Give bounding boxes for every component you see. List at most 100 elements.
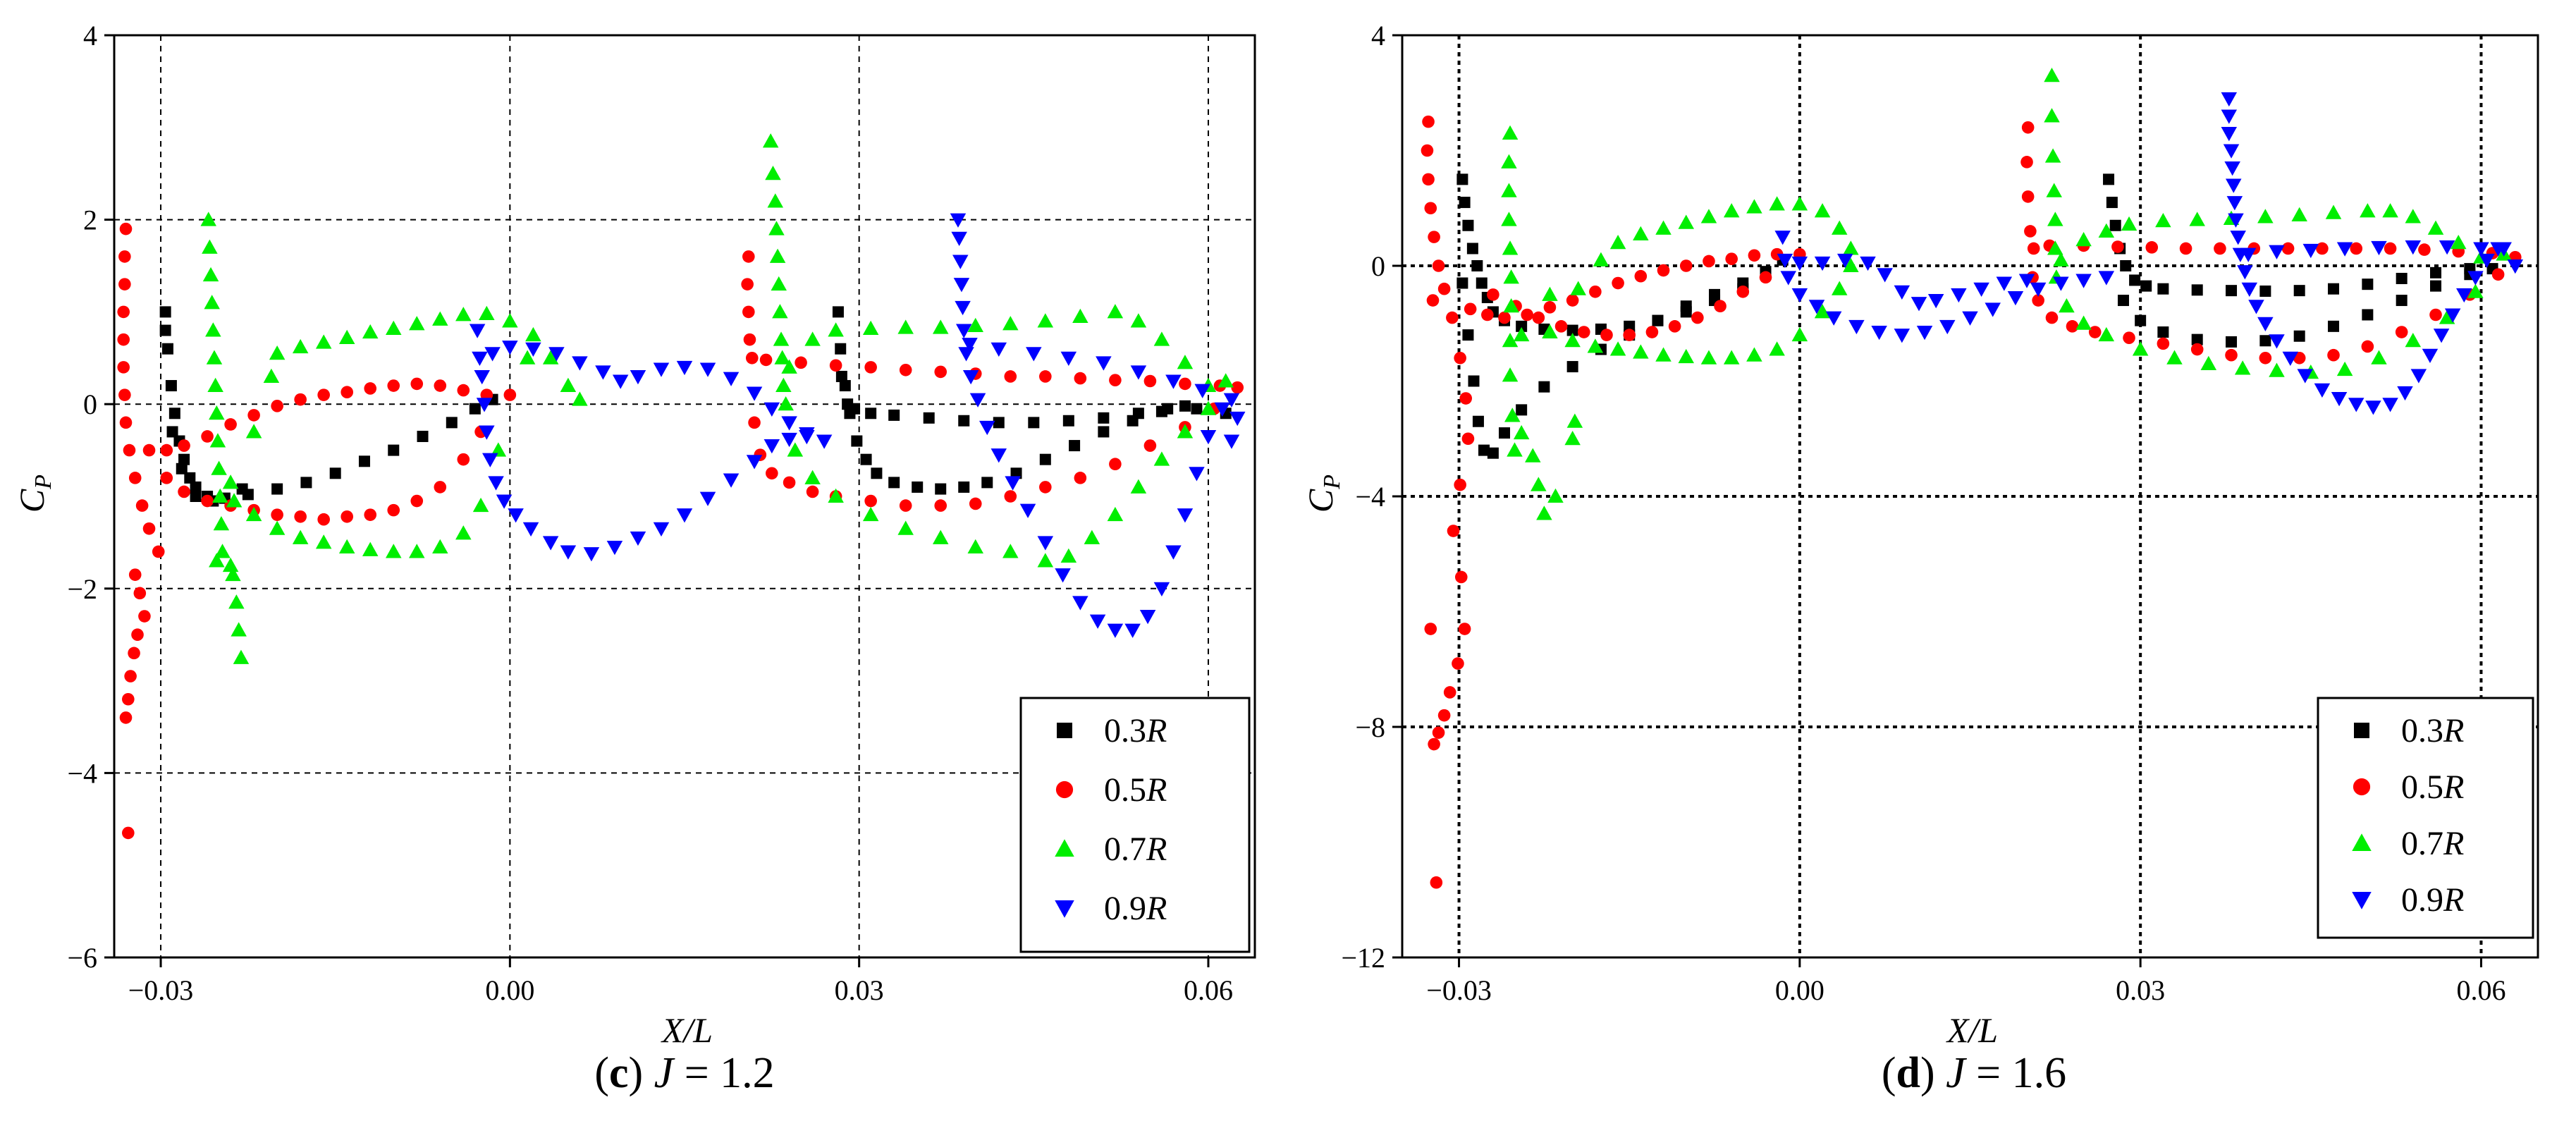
data-point	[341, 510, 354, 523]
data-point	[1072, 596, 1088, 611]
data-point	[387, 503, 400, 517]
legend-marker	[1055, 780, 1074, 799]
data-point	[482, 453, 498, 467]
data-point	[2228, 213, 2244, 228]
legend-label-var: R	[2443, 825, 2464, 862]
data-point	[1139, 610, 1156, 625]
data-point	[1542, 324, 1558, 339]
legend-marker	[1055, 900, 1074, 918]
data-point	[2106, 197, 2118, 209]
data-point	[2240, 247, 2257, 262]
data-point	[2382, 203, 2398, 218]
data-point	[165, 380, 177, 392]
legend-label-var: R	[1146, 890, 1167, 927]
data-point	[2327, 348, 2340, 362]
data-point	[2226, 285, 2238, 297]
data-point	[860, 453, 872, 465]
data-point	[723, 473, 740, 488]
data-point	[1700, 350, 1717, 365]
data-point	[1010, 467, 1022, 479]
x-axis-label: X/L	[1946, 1010, 1998, 1050]
data-point	[269, 520, 286, 535]
data-point	[490, 442, 507, 457]
data-point	[1678, 214, 1694, 229]
data-point	[1564, 333, 1581, 348]
data-point	[1589, 285, 1602, 298]
data-point	[1927, 294, 1944, 309]
data-point	[769, 248, 786, 263]
data-point	[1004, 490, 1017, 503]
data-point	[2157, 283, 2169, 295]
legend-marker	[2352, 892, 2372, 910]
data-point	[1513, 424, 1530, 440]
series-0.3R	[159, 306, 1232, 507]
data-point	[781, 416, 797, 431]
data-point	[1634, 269, 1648, 283]
data-point	[200, 212, 216, 226]
data-point	[1746, 199, 1762, 214]
legend-label-var: R	[1146, 831, 1167, 868]
data-point	[2234, 360, 2251, 375]
data-point	[474, 369, 490, 385]
data-point	[1109, 374, 1122, 386]
data-point	[2230, 231, 2246, 245]
data-point	[2221, 126, 2238, 142]
data-point	[1200, 400, 1217, 415]
data-point	[128, 647, 140, 660]
data-point	[479, 305, 495, 321]
data-point	[2189, 212, 2205, 226]
data-point	[1155, 405, 1167, 417]
data-point	[1652, 314, 1664, 326]
series-0.7R	[200, 133, 1234, 664]
y-tick-label: 4	[1371, 20, 1385, 51]
data-point	[488, 476, 504, 491]
y-tick-label: −6	[67, 942, 97, 974]
data-point	[746, 455, 763, 470]
data-point	[1107, 623, 1124, 638]
data-point	[2179, 242, 2192, 255]
data-point	[1177, 424, 1194, 439]
legend-label-num: 0.3	[2401, 712, 2443, 749]
data-point	[804, 331, 821, 346]
data-point	[1709, 288, 1721, 300]
data-point	[1513, 326, 1530, 342]
data-point	[2450, 235, 2467, 250]
data-point	[1691, 311, 1704, 324]
data-point	[746, 386, 763, 401]
data-point	[2405, 333, 2422, 348]
data-point	[2259, 335, 2271, 347]
data-point	[2314, 383, 2331, 398]
data-point	[829, 359, 842, 372]
data-point	[1200, 429, 1217, 445]
data-point	[271, 508, 283, 521]
data-point	[1446, 311, 1459, 324]
data-point	[1791, 196, 1808, 211]
data-point	[583, 547, 600, 562]
data-point	[862, 320, 879, 335]
y-axis-label: CP	[1301, 474, 1345, 513]
data-point	[1916, 326, 1933, 341]
data-point	[1877, 268, 1893, 283]
x-tick-label: 0.03	[835, 974, 884, 1006]
data-point	[2030, 282, 2047, 297]
data-point	[828, 322, 844, 337]
data-point	[1179, 400, 1191, 412]
data-point	[207, 377, 223, 393]
data-point	[787, 442, 804, 457]
data-point	[455, 307, 472, 321]
data-point	[2223, 144, 2240, 159]
data-point	[329, 467, 341, 479]
data-point	[742, 305, 755, 319]
data-point	[1503, 298, 1519, 313]
data-point	[2135, 314, 2147, 326]
data-point	[1487, 288, 1499, 301]
data-point	[969, 393, 986, 408]
data-point	[2418, 243, 2431, 256]
figure-caption: (d) J = 1.6	[1882, 1049, 2066, 1097]
data-point	[865, 408, 877, 419]
data-point	[2157, 326, 2169, 338]
data-point	[2429, 308, 2442, 321]
data-point	[1130, 313, 1147, 328]
data-point	[888, 477, 900, 489]
